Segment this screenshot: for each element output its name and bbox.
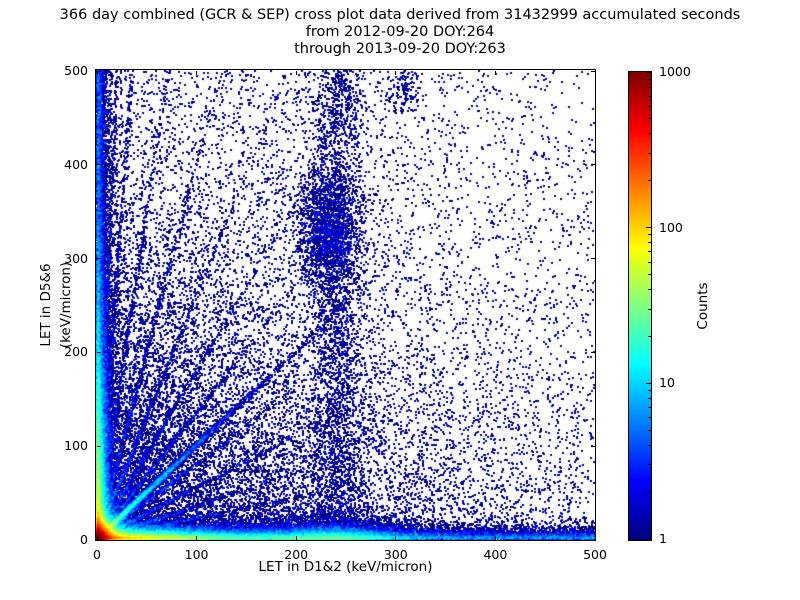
- colorbar-tick: [646, 227, 651, 229]
- x-tick: [96, 536, 98, 540]
- colorbar-tick: [646, 382, 651, 384]
- colorbar-minor-tick: [648, 289, 651, 291]
- colorbar-minor-tick: [648, 251, 651, 253]
- y-tick-right: [591, 70, 595, 72]
- colorbar-minor-tick: [648, 133, 651, 135]
- colorbar-minor-tick: [648, 491, 651, 493]
- x-tick-top: [594, 71, 596, 75]
- y-tick: [97, 258, 101, 260]
- colorbar-minor-tick: [648, 152, 651, 154]
- plot-area: [95, 69, 596, 541]
- x-tick-top: [295, 71, 297, 75]
- x-tick: [395, 536, 397, 540]
- y-tick-right: [591, 539, 595, 541]
- colorbar-minor-tick: [648, 335, 651, 337]
- colorbar-minor-tick: [648, 444, 651, 446]
- y-tick: [97, 351, 101, 353]
- x-tick-label: 100: [184, 547, 209, 562]
- colorbar-minor-tick: [648, 95, 651, 97]
- y-tick-right: [591, 258, 595, 260]
- colorbar-minor-tick: [648, 261, 651, 263]
- colorbar-minor-tick: [648, 389, 651, 391]
- colorbar-minor-tick: [648, 308, 651, 310]
- x-tick: [295, 536, 297, 540]
- y-tick: [97, 445, 101, 447]
- y-tick-label: 500: [64, 63, 88, 78]
- colorbar-minor-tick: [648, 242, 651, 244]
- colorbar-tick-label: 1000: [659, 64, 691, 79]
- x-tick-top: [96, 71, 98, 75]
- y-tick-right: [591, 351, 595, 353]
- colorbar-minor-tick: [648, 118, 651, 120]
- x-tick-top: [494, 71, 496, 75]
- x-tick: [594, 536, 596, 540]
- scatter-canvas: [96, 70, 595, 540]
- y-tick-right: [591, 445, 595, 447]
- x-tick-label: 200: [284, 547, 309, 562]
- x-tick-label: 300: [383, 547, 408, 562]
- x-axis-label: LET in D1&2 (keV/micron): [258, 559, 433, 575]
- colorbar-minor-tick: [648, 78, 651, 80]
- y-tick: [97, 164, 101, 166]
- colorbar-minor-tick: [648, 106, 651, 108]
- title-line-1: 366 day combined (GCR & SEP) cross plot …: [59, 7, 741, 23]
- y-tick-right: [591, 164, 595, 166]
- y-tick-label: 300: [64, 250, 88, 266]
- y-axis-label: LET in D5&6 (keV/micron): [38, 261, 74, 349]
- colorbar-tick: [646, 538, 651, 540]
- colorbar-minor-tick: [648, 429, 651, 431]
- colorbar-tick-label: 1: [659, 531, 667, 546]
- x-tick-label: 0: [93, 547, 101, 562]
- x-tick: [494, 536, 496, 540]
- x-tick: [196, 536, 198, 540]
- title-line-3: through 2013-09-20 DOY:263: [294, 41, 506, 57]
- y-tick-label: 400: [64, 156, 88, 172]
- colorbar-gradient-canvas: [629, 72, 651, 540]
- colorbar-minor-tick: [648, 180, 651, 182]
- colorbar-label: Counts: [695, 282, 711, 330]
- colorbar: [628, 71, 652, 541]
- colorbar-minor-tick: [648, 86, 651, 88]
- x-tick-top: [196, 71, 198, 75]
- colorbar-minor-tick: [648, 397, 651, 399]
- colorbar-tick-label: 100: [659, 219, 683, 235]
- x-tick-label: 500: [583, 547, 607, 562]
- colorbar-minor-tick: [648, 464, 651, 466]
- colorbar-minor-tick: [648, 274, 651, 276]
- y-tick: [97, 539, 101, 541]
- colorbar-tick-label: 10: [659, 375, 675, 391]
- y-tick-label: 0: [80, 532, 88, 547]
- colorbar-minor-tick: [648, 417, 651, 419]
- x-tick-label: 400: [483, 547, 508, 562]
- x-tick-top: [395, 71, 397, 75]
- plot-title: 366 day combined (GCR & SEP) cross plot …: [0, 7, 800, 58]
- title-line-2: from 2012-09-20 DOY:264: [305, 24, 495, 40]
- colorbar-minor-tick: [648, 406, 651, 408]
- colorbar-tick: [646, 71, 651, 73]
- y-tick: [97, 70, 101, 72]
- colorbar-minor-tick: [648, 234, 651, 236]
- y-tick-label: 100: [64, 438, 88, 454]
- y-tick-label: 200: [64, 344, 88, 360]
